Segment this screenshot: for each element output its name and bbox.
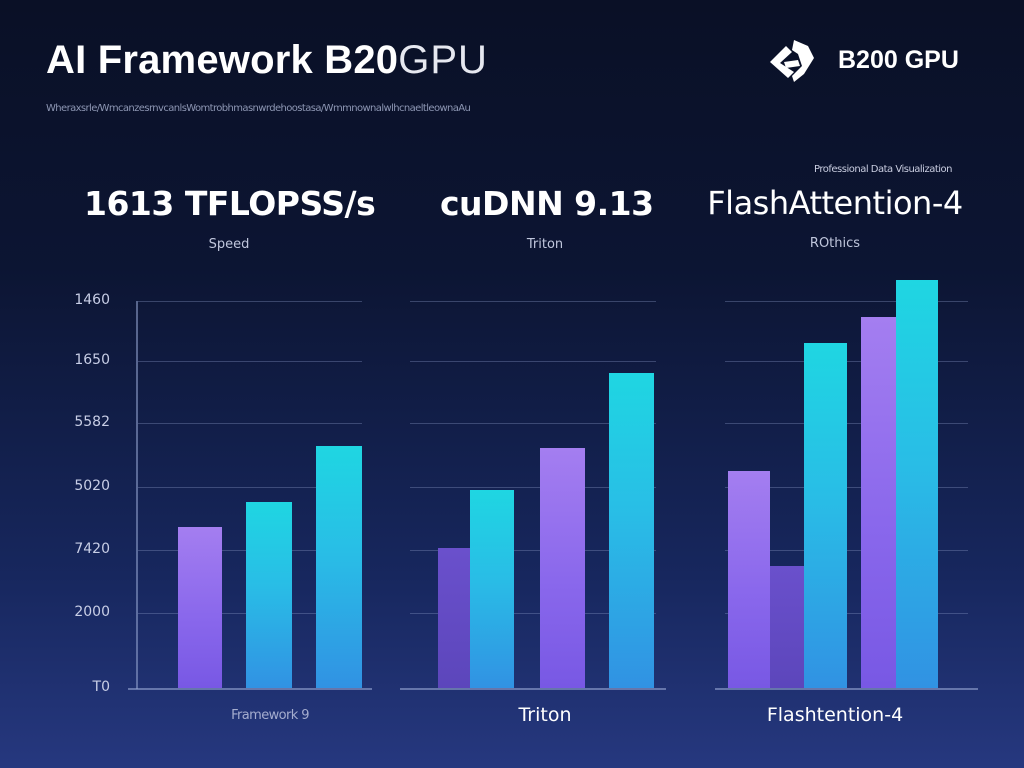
y-tick-label: 1460 [74, 292, 110, 308]
y-tick-label: 5582 [74, 414, 110, 430]
bar [896, 280, 938, 688]
bar [316, 445, 362, 688]
metric-speed: 1613 TFLOPSS/s Speed [84, 184, 376, 252]
bar [861, 317, 896, 688]
gridline [138, 301, 362, 302]
page-title: AI Framework B20GPU [46, 38, 488, 83]
bar [609, 373, 654, 688]
metric-value: 1613 TFLOPSS/s [84, 184, 376, 223]
bar [804, 342, 847, 688]
bar [246, 501, 292, 688]
x-axis-baseline [715, 688, 978, 690]
gridline [410, 301, 656, 302]
y-tick-label: 5020 [74, 478, 110, 494]
gridline [138, 487, 362, 488]
subtitle: Wheraxsrle/WmcanzesrnvcanlsWomtrobhmasnw… [46, 103, 471, 114]
title-thin: GPU [398, 38, 488, 82]
metric-label: Triton [526, 237, 564, 252]
y-tick-label: 1650 [74, 352, 110, 368]
metric-label: Speed [208, 237, 250, 252]
b200-logo-icon [770, 40, 814, 82]
y-tick-label: 7420 [74, 541, 110, 557]
metric-value: FlashAttention-4 [707, 184, 963, 222]
y-axis-line [136, 301, 138, 689]
bar [728, 471, 770, 688]
metric-label: ROthics [809, 236, 861, 251]
brand: B200 GPU [764, 32, 959, 88]
gridline [138, 423, 362, 424]
tagline: Professional Data Visualization [814, 164, 953, 175]
bar [540, 447, 585, 688]
gridline [138, 361, 362, 362]
bar [470, 489, 514, 688]
metric-value: cuDNN 9.13 [440, 184, 654, 223]
y-tick-label: T0 [92, 679, 110, 695]
gridline [410, 423, 656, 424]
title-bold: AI Framework B20 [46, 38, 399, 82]
gridline [410, 487, 656, 488]
bar [178, 527, 222, 688]
x-category-label: Triton [518, 704, 572, 726]
y-tick-label: 2000 [74, 604, 110, 620]
metric-cudnn: cuDNN 9.13 Triton [440, 184, 654, 252]
bar [770, 565, 804, 688]
x-axis-baseline [128, 688, 372, 690]
x-axis-baseline [400, 688, 666, 690]
gridline [725, 301, 968, 302]
gridline [410, 361, 656, 362]
x-category-label: Framework 9 [231, 708, 309, 723]
metric-flashattention: FlashAttention-4 ROthics [705, 184, 965, 251]
gridline [410, 613, 656, 614]
x-category-label: Flashtention-4 [766, 704, 904, 726]
brand-label: B200 GPU [838, 45, 959, 74]
gridline [410, 550, 656, 551]
bar [438, 548, 470, 688]
